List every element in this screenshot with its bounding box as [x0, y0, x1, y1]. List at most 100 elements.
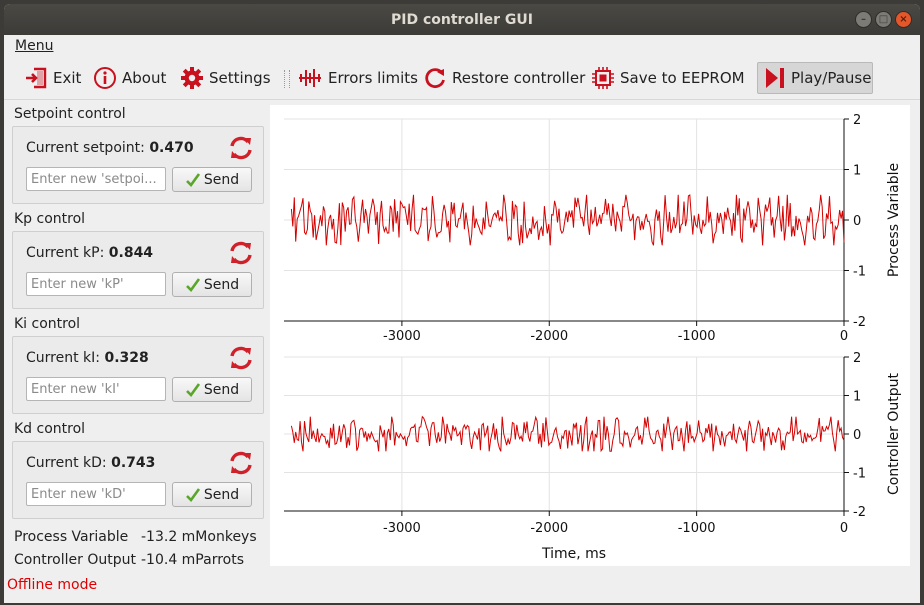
ki-group-title: Ki control — [14, 316, 81, 332]
x-tick-label: -1000 — [678, 521, 716, 536]
title-bar: PID controller GUI – □ × — [4, 4, 920, 35]
kp-group-title: Kp control — [14, 211, 86, 227]
toolbar-separator — [284, 70, 290, 88]
x-tick-label: -2000 — [530, 521, 568, 536]
kp-input[interactable] — [26, 272, 166, 296]
kp-current-label: Current kP: — [26, 245, 105, 261]
y-axis-label: Controller Output — [886, 373, 902, 495]
checkmark-icon — [185, 277, 200, 292]
ki-send-button[interactable]: Send — [172, 377, 252, 402]
errors-limits-label: Errors limits — [328, 69, 418, 87]
kd-group-title: Kd control — [14, 421, 86, 437]
ki-current-label: Current kI: — [26, 350, 100, 366]
co-value: -10.4 mParrots — [141, 552, 245, 568]
kd-current-label: Current kD: — [26, 455, 107, 471]
x-tick-label: -2000 — [530, 329, 568, 344]
status-text: Offline mode — [7, 577, 98, 593]
kd-send-label: Send — [203, 486, 240, 503]
x-tick-label: 0 — [840, 521, 848, 536]
setpoint-input[interactable] — [26, 167, 166, 191]
refresh-kp-icon[interactable] — [228, 240, 254, 266]
co-label: Controller Output — [14, 552, 136, 568]
control-panel: Setpoint control Current setpoint: 0.470… — [4, 100, 274, 580]
restore-icon — [425, 68, 445, 88]
refresh-ki-icon[interactable] — [228, 345, 254, 371]
restore-controller-button[interactable]: Restore controller — [420, 62, 588, 94]
ki-input[interactable] — [26, 377, 166, 401]
ki-current: Current kI: 0.328 — [26, 350, 149, 366]
series-line — [290, 415, 845, 453]
minimize-button[interactable]: – — [855, 11, 872, 28]
restore-controller-label: Restore controller — [452, 69, 586, 87]
y-tick-label: -1 — [853, 265, 866, 280]
about-button[interactable]: About — [90, 62, 169, 94]
kp-send-label: Send — [203, 276, 240, 293]
exit-icon — [26, 67, 47, 89]
play-pause-button[interactable]: Play/Pause — [757, 62, 873, 94]
kd-input[interactable] — [26, 482, 166, 506]
setpoint-send-button[interactable]: Send — [172, 167, 252, 192]
kd-send-button[interactable]: Send — [172, 482, 252, 507]
pv-readout: Process Variable -13.2 mMonkeys — [14, 529, 257, 545]
main-window: PID controller GUI – □ × Menu Exit About — [4, 4, 920, 603]
play-pause-label: Play/Pause — [791, 69, 872, 87]
y-tick-label: 1 — [853, 164, 861, 179]
checkmark-icon — [185, 382, 200, 397]
x-tick-label: 0 — [840, 329, 848, 344]
refresh-kd-icon[interactable] — [228, 450, 254, 476]
co-readout: Controller Output -10.4 mParrots — [14, 552, 244, 568]
errors-limits-button[interactable]: Errors limits — [294, 62, 421, 94]
window-title: PID controller GUI — [390, 11, 533, 28]
checkmark-icon — [185, 487, 200, 502]
y-tick-label: 2 — [853, 113, 861, 128]
series-line — [290, 194, 845, 246]
maximize-button[interactable]: □ — [875, 11, 892, 28]
kd-value: 0.743 — [111, 455, 156, 471]
settings-button[interactable]: Settings — [177, 62, 274, 94]
menu-bar: Menu — [4, 35, 920, 57]
setpoint-current-label: Current setpoint: — [26, 140, 145, 156]
plot-area: -3000 -2000 -1000 0 2 1 0 -1 -2 Process Variable -… — [270, 105, 910, 566]
y-tick-label: 2 — [853, 351, 861, 366]
toolbar: Exit About — [4, 57, 920, 100]
exit-label: Exit — [53, 69, 82, 87]
x-tick-label: -3000 — [383, 521, 421, 536]
y-tick-label: -1 — [853, 467, 866, 482]
gear-icon — [181, 67, 203, 89]
save-eeprom-button[interactable]: Save to EEPROM — [588, 62, 748, 94]
limits-icon — [299, 69, 321, 87]
setpoint-group-title: Setpoint control — [14, 106, 126, 122]
checkmark-icon — [185, 172, 200, 187]
setpoint-group: Current setpoint: 0.470 Send — [12, 126, 264, 204]
y-axis-label: Process Variable — [886, 163, 902, 277]
kp-send-button[interactable]: Send — [172, 272, 252, 297]
pv-label: Process Variable — [14, 529, 129, 545]
y-tick-label: 1 — [853, 390, 861, 405]
y-tick-label: 0 — [853, 428, 861, 443]
menu-menu[interactable]: Menu — [15, 38, 54, 54]
y-tick-label: 0 — [853, 214, 861, 229]
setpoint-current: Current setpoint: 0.470 — [26, 140, 194, 156]
y-tick-label: -2 — [853, 315, 866, 330]
x-tick-label: -3000 — [383, 329, 421, 344]
settings-label: Settings — [209, 69, 271, 87]
chip-icon — [592, 67, 614, 89]
x-axis-label: Time, ms — [541, 546, 606, 562]
about-label: About — [122, 69, 167, 87]
refresh-setpoint-icon[interactable] — [228, 135, 254, 161]
kd-current: Current kD: 0.743 — [26, 455, 155, 471]
kd-group: Current kD: 0.743 Send — [12, 441, 264, 519]
kp-group: Current kP: 0.844 Send — [12, 231, 264, 309]
save-eeprom-label: Save to EEPROM — [620, 69, 745, 87]
info-icon — [94, 67, 116, 89]
exit-button[interactable]: Exit — [21, 62, 84, 94]
kp-value: 0.844 — [108, 245, 154, 261]
pv-value: -13.2 mMonkeys — [141, 529, 257, 545]
ki-value: 0.328 — [104, 350, 149, 366]
ki-send-label: Send — [203, 381, 240, 398]
y-tick-label: -2 — [853, 505, 866, 520]
close-button[interactable]: × — [895, 11, 912, 28]
kp-current: Current kP: 0.844 — [26, 245, 153, 261]
play-pause-icon — [766, 68, 784, 88]
